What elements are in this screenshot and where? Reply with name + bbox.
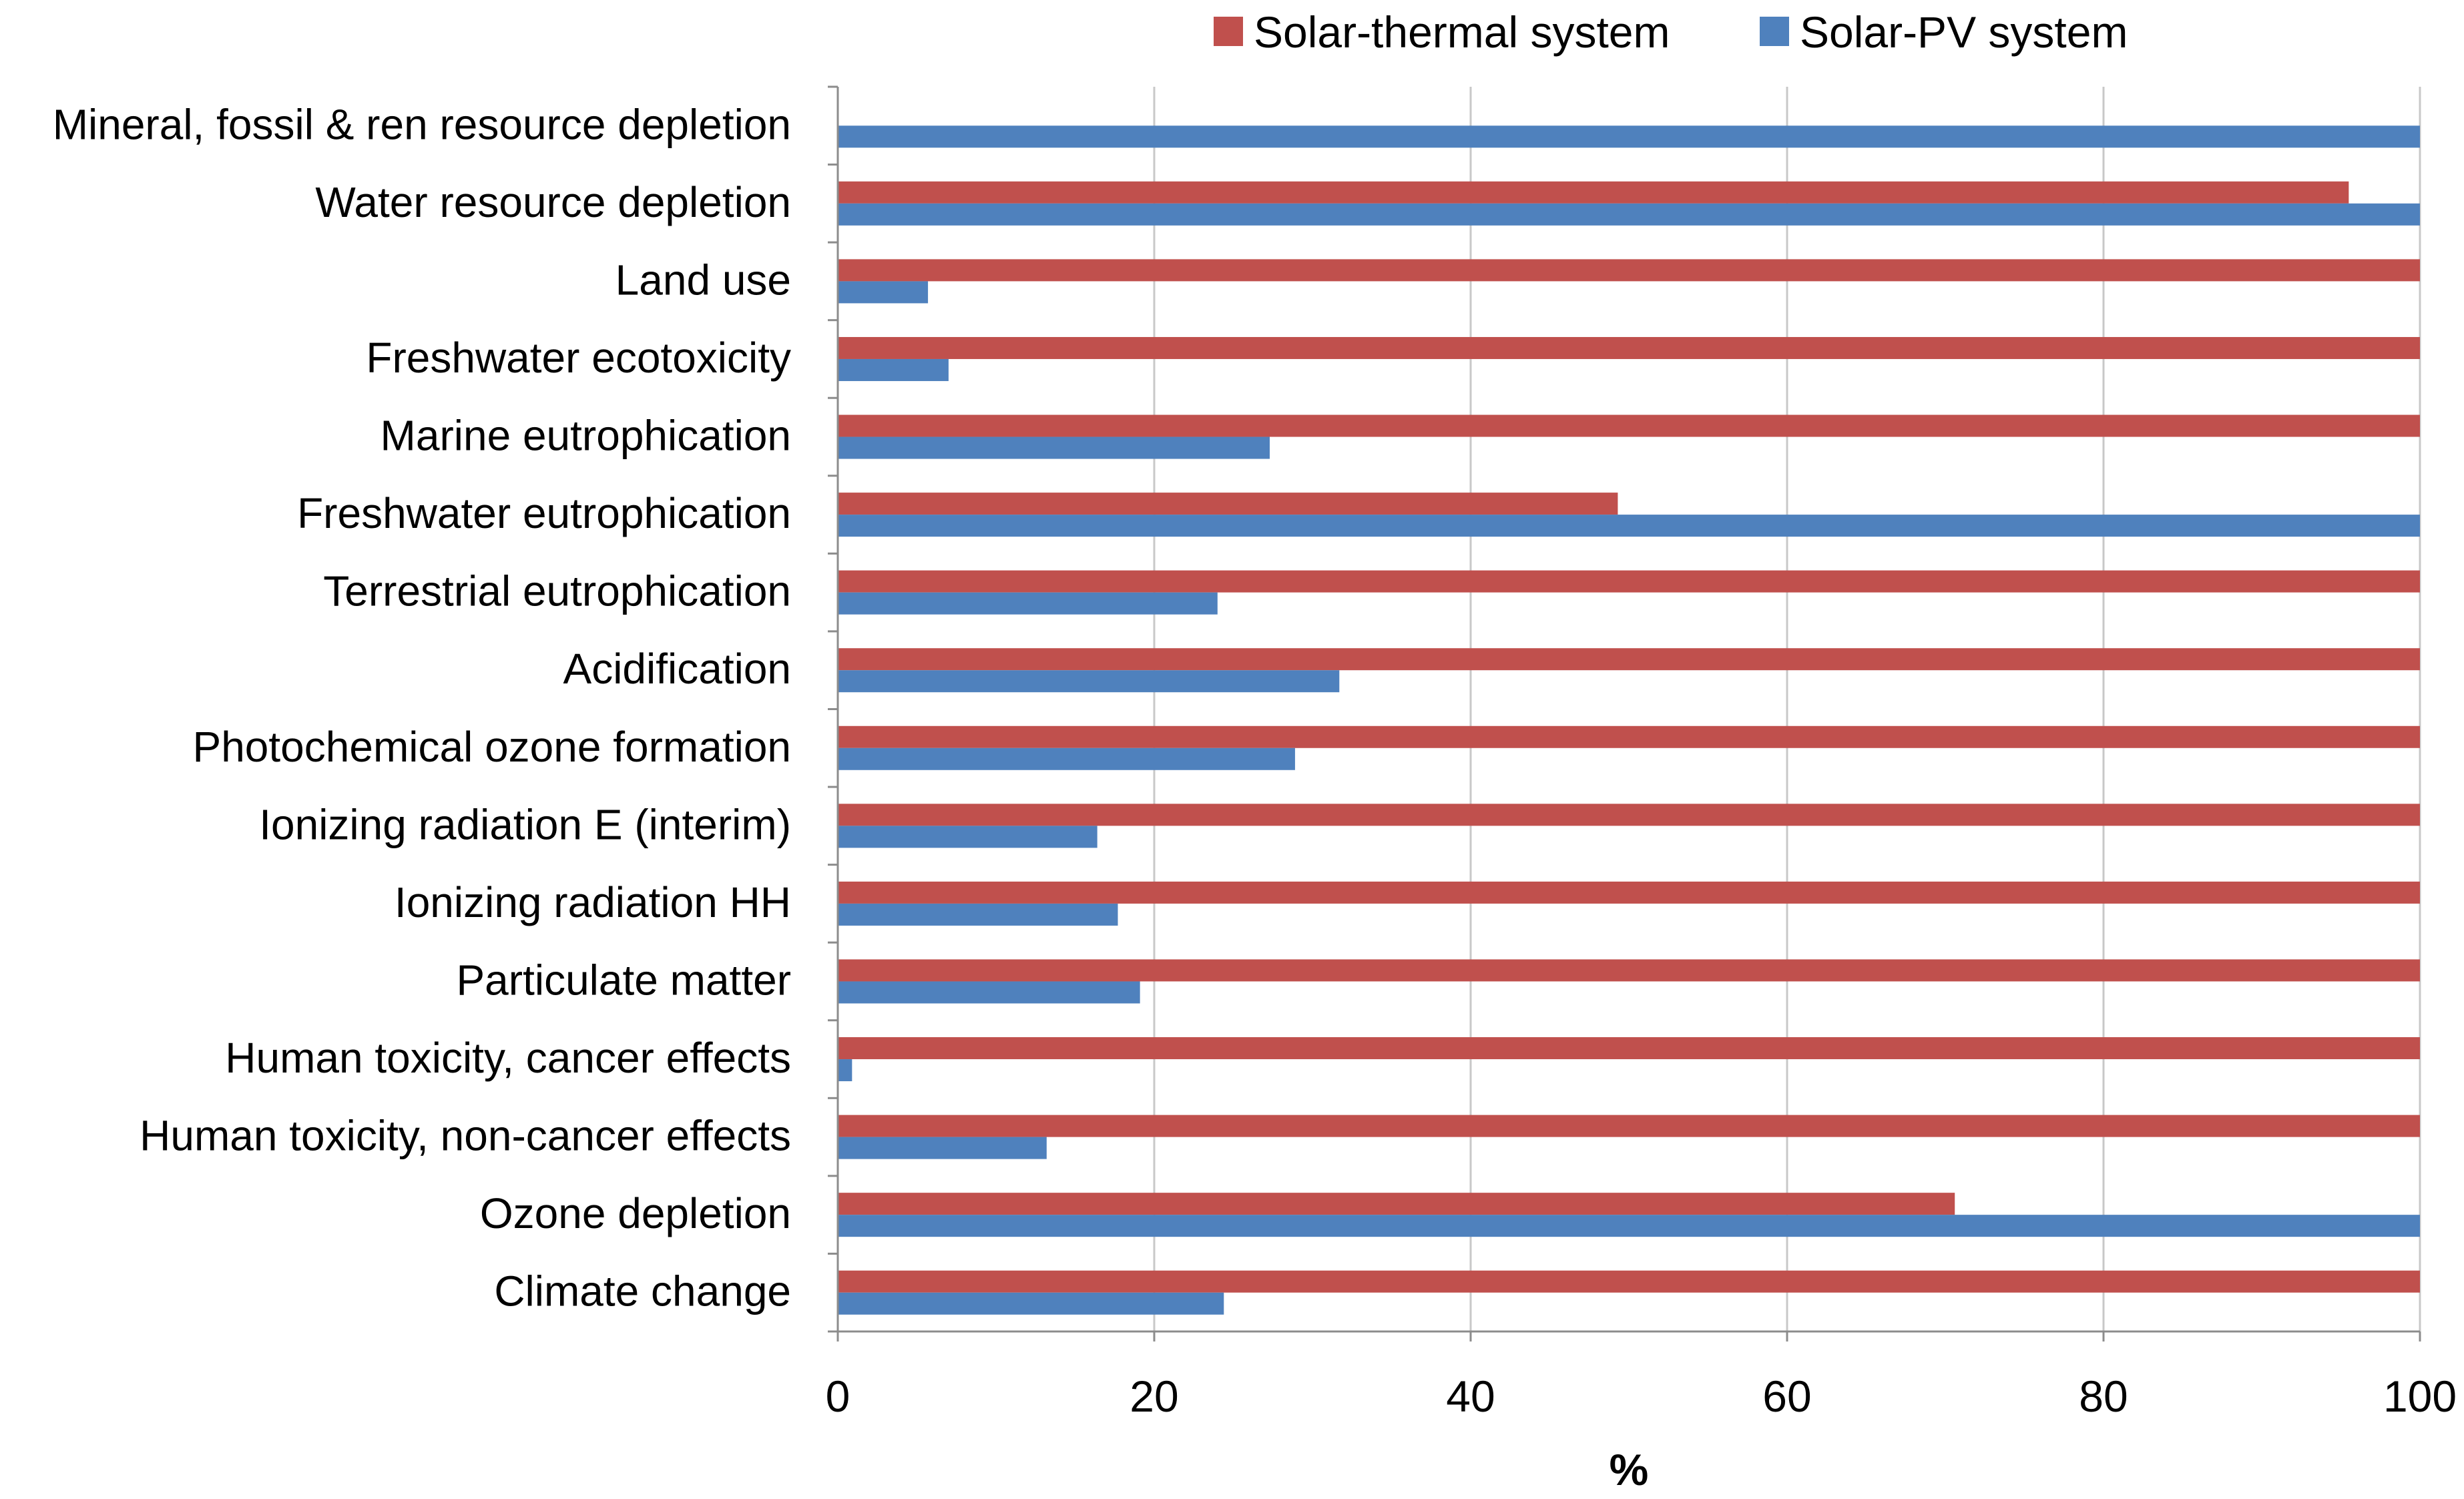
category-label-6: Terrestrial eutrophication (323, 567, 791, 615)
bar-solar-thermal-13 (838, 1115, 2420, 1137)
x-axis-title: % (1610, 1445, 1649, 1494)
bar-solar-thermal-6 (838, 570, 2420, 593)
category-label-9: Ionizing radiation E (interim) (259, 800, 791, 848)
bar-solar-pv-12 (838, 1059, 852, 1082)
legend-label-solar-pv: Solar-PV system (1800, 7, 2128, 57)
x-tick-labels: 0 20 40 60 80 100 (826, 1372, 2457, 1421)
bar-solar-thermal-15 (838, 1270, 2420, 1293)
bar-solar-thermal-1 (838, 181, 2349, 204)
bar-solar-pv-6 (838, 592, 1218, 615)
axes (828, 85, 2421, 1341)
category-label-2: Land use (615, 256, 791, 304)
bar-solar-thermal-5 (838, 493, 1618, 515)
bar-solar-thermal-9 (838, 804, 2420, 826)
category-label-13: Human toxicity, non-cancer effects (140, 1112, 791, 1160)
category-label-11: Particulate matter (456, 956, 791, 1004)
bar-solar-thermal-8 (838, 725, 2420, 748)
category-label-12: Human toxicity, cancer effects (225, 1034, 791, 1082)
bar-solar-pv-10 (838, 903, 1118, 926)
category-label-3: Freshwater ecotoxicity (366, 334, 791, 382)
bar-solar-pv-8 (838, 747, 1295, 770)
x-tick-label-80: 80 (2079, 1372, 2128, 1421)
x-tick-label-0: 0 (826, 1372, 850, 1421)
bar-solar-pv-0 (838, 125, 2420, 148)
bar-solar-thermal-11 (838, 959, 2420, 982)
x-tick-label-40: 40 (1446, 1372, 1495, 1421)
category-label-0: Mineral, fossil & ren resource depletion (53, 100, 791, 148)
bar-solar-thermal-7 (838, 648, 2420, 671)
bars (838, 125, 2420, 1315)
bar-solar-pv-9 (838, 826, 1097, 848)
bar-solar-pv-13 (838, 1137, 1047, 1159)
bar-solar-thermal-12 (838, 1037, 2420, 1060)
x-tick-label-60: 60 (1762, 1372, 1811, 1421)
bar-solar-thermal-4 (838, 414, 2420, 437)
bar-solar-thermal-14 (838, 1193, 1955, 1215)
legend: Solar-thermal system Solar-PV system (1214, 7, 2128, 57)
bar-solar-pv-5 (838, 515, 2420, 537)
category-label-7: Acidification (563, 645, 792, 693)
legend-swatch-solar-thermal (1214, 17, 1243, 46)
legend-label-solar-thermal: Solar-thermal system (1254, 7, 1670, 57)
bar-solar-pv-15 (838, 1292, 1224, 1315)
category-label-15: Climate change (494, 1267, 791, 1315)
bar-solar-pv-1 (838, 203, 2420, 226)
category-label-4: Marine eutrophication (381, 412, 791, 460)
bar-solar-pv-4 (838, 436, 1270, 459)
category-labels: Mineral, fossil & ren resource depletion… (53, 100, 791, 1315)
legend-swatch-solar-pv (1760, 17, 1789, 46)
category-label-10: Ionizing radiation HH (395, 878, 791, 926)
category-label-1: Water resource depletion (315, 178, 791, 226)
bar-solar-thermal-10 (838, 881, 2420, 904)
category-label-5: Freshwater eutrophication (297, 489, 791, 537)
x-tick-label-100: 100 (2383, 1372, 2457, 1421)
bar-solar-thermal-2 (838, 259, 2420, 282)
bar-solar-pv-11 (838, 981, 1140, 1004)
category-label-8: Photochemical ozone formation (193, 723, 792, 771)
bar-solar-pv-7 (838, 670, 1340, 693)
bar-solar-pv-3 (838, 358, 949, 381)
bar-solar-thermal-3 (838, 336, 2420, 359)
x-tick-label-20: 20 (1130, 1372, 1178, 1421)
bar-solar-pv-14 (838, 1215, 2420, 1237)
bar-solar-pv-2 (838, 281, 929, 304)
category-label-14: Ozone depletion (480, 1189, 791, 1237)
